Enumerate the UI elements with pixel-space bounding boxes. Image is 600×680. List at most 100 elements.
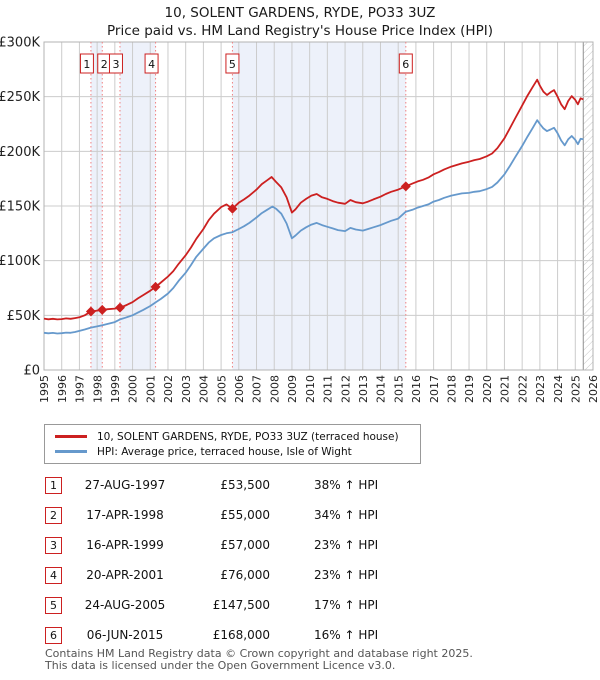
svg-text:2018: 2018 [446, 375, 459, 403]
svg-text:£300K: £300K [0, 36, 40, 51]
svg-text:2021: 2021 [499, 375, 512, 403]
legend-label-hpi: HPI: Average price, terraced house, Isle… [97, 445, 352, 458]
sale-flag-box [108, 53, 123, 74]
legend-row-hpi: HPI: Average price, terraced house, Isle… [55, 444, 412, 459]
sale-marker [150, 281, 161, 292]
transaction-date: 16-APR-1999 [86, 538, 164, 552]
svg-text:2017: 2017 [428, 375, 441, 403]
sale-flag-number: 5 [229, 58, 236, 71]
svg-text:2012: 2012 [339, 375, 352, 403]
sale-markers [85, 181, 411, 317]
transaction-price: £53,500 [220, 478, 270, 492]
svg-text:2019: 2019 [463, 375, 476, 403]
y-axis-labels: £0 £50K £100K £150K £200K £250K £300K [0, 36, 40, 379]
transaction-row: 6 06-JUN-2015 £168,000 16% ↑ HPI [45, 620, 555, 650]
svg-text:1996: 1996 [56, 375, 69, 403]
footer-line-2: This data is licensed under the Open Gov… [45, 658, 396, 672]
footer-line-1: Contains HM Land Registry data © Crown c… [45, 647, 473, 660]
svg-text:2002: 2002 [162, 375, 175, 403]
transaction-row: 2 17-APR-1998 £55,000 34% ↑ HPI [45, 500, 555, 530]
transaction-row: 5 24-AUG-2005 £147,500 17% ↑ HPI [45, 590, 555, 620]
svg-text:2024: 2024 [552, 375, 565, 403]
svg-text:2016: 2016 [410, 375, 423, 403]
legend-label-price-paid: 10, SOLENT GARDENS, RYDE, PO33 3UZ (terr… [97, 430, 399, 443]
svg-text:£100K: £100K [0, 254, 40, 269]
transaction-number-badge: 2 [45, 506, 62, 524]
svg-text:2003: 2003 [180, 375, 193, 403]
transaction-number-badge: 4 [45, 566, 62, 584]
svg-text:2014: 2014 [375, 375, 388, 403]
chart-legend: 10, SOLENT GARDENS, RYDE, PO33 3UZ (terr… [44, 424, 421, 464]
svg-text:1997: 1997 [74, 375, 87, 403]
price-line-swatch [55, 435, 87, 438]
svg-text:£250K: £250K [0, 90, 40, 105]
transaction-hpi-comparison: 23% ↑ HPI [314, 538, 379, 552]
hpi-line-swatch [55, 450, 87, 453]
transaction-number-badge: 3 [45, 536, 62, 554]
transaction-number-badge: 1 [45, 476, 62, 494]
transaction-hpi-comparison: 23% ↑ HPI [314, 568, 379, 582]
svg-text:2020: 2020 [481, 375, 494, 403]
transaction-date: 06-JUN-2015 [86, 628, 164, 642]
transaction-date: 17-APR-1998 [86, 508, 164, 522]
svg-text:£200K: £200K [0, 145, 40, 160]
transaction-hpi-comparison: 17% ↑ HPI [314, 598, 379, 612]
svg-text:£0: £0 [23, 364, 40, 379]
transaction-price: £147,500 [212, 598, 270, 612]
page-subtitle: Price paid vs. HM Land Registry's House … [107, 23, 493, 39]
transaction-number-badge: 5 [45, 596, 62, 614]
sale-flag-box [79, 53, 94, 74]
svg-text:2004: 2004 [198, 375, 211, 403]
svg-text:£50K: £50K [7, 309, 41, 324]
svg-text:2001: 2001 [144, 375, 157, 403]
svg-text:2007: 2007 [251, 375, 264, 403]
transaction-date: 27-AUG-1997 [84, 478, 166, 492]
svg-text:2013: 2013 [357, 375, 370, 403]
sale-flag-box [144, 53, 159, 74]
transaction-row: 4 20-APR-2001 £76,000 23% ↑ HPI [45, 560, 555, 590]
page-title: 10, SOLENT GARDENS, RYDE, PO33 3UZ [164, 5, 436, 21]
svg-text:2023: 2023 [534, 375, 547, 403]
svg-text:1999: 1999 [109, 375, 122, 403]
svg-text:1998: 1998 [91, 375, 104, 403]
sale-marker [85, 306, 96, 317]
sale-flag-box [398, 53, 413, 74]
sale-flag-number: 6 [402, 58, 409, 71]
transaction-row: 1 27-AUG-1997 £53,500 38% ↑ HPI [45, 470, 555, 500]
svg-text:2009: 2009 [286, 375, 299, 403]
hpi-line [43, 119, 584, 335]
svg-text:2008: 2008 [268, 375, 281, 403]
sale-flag-box [225, 53, 240, 74]
sale-flag-number: 3 [112, 58, 119, 71]
transaction-hpi-comparison: 38% ↑ HPI [314, 478, 379, 492]
transaction-price: £55,000 [220, 508, 270, 522]
transaction-price: £168,000 [212, 628, 270, 642]
transaction-price: £57,000 [220, 538, 270, 552]
sale-marker [97, 304, 108, 315]
x-axis-labels: 1995 1996 1997 1998 1999 2000 2001 2002 2003 2004… [38, 375, 600, 403]
sale-flag-number: 1 [83, 58, 90, 71]
svg-text:2011: 2011 [322, 375, 335, 403]
svg-text:2015: 2015 [392, 375, 405, 403]
sale-marker [400, 181, 411, 192]
transaction-date: 24-AUG-2005 [84, 598, 166, 612]
transactions-table: 1 27-AUG-1997 £53,500 38% ↑ HPI 2 17-APR… [45, 470, 555, 650]
transaction-number-badge: 6 [45, 626, 62, 644]
price-paid-line [43, 78, 584, 321]
license-footer: Contains HM Land Registry data © Crown c… [45, 648, 585, 671]
legend-row-price-paid: 10, SOLENT GARDENS, RYDE, PO33 3UZ (terr… [55, 429, 412, 444]
sale-marker [114, 302, 125, 313]
transaction-price: £76,000 [220, 568, 270, 582]
sale-flag-number: 4 [148, 58, 155, 71]
sale-marker [227, 203, 238, 214]
transaction-row: 3 16-APR-1999 £57,000 23% ↑ HPI [45, 530, 555, 560]
transaction-date: 20-APR-2001 [86, 568, 164, 582]
svg-text:2006: 2006 [233, 375, 246, 403]
svg-text:1995: 1995 [38, 375, 51, 403]
transaction-hpi-comparison: 16% ↑ HPI [314, 628, 379, 642]
svg-text:£150K: £150K [0, 200, 40, 215]
svg-text:2010: 2010 [304, 375, 317, 403]
sale-flag-number: 2 [101, 58, 108, 71]
